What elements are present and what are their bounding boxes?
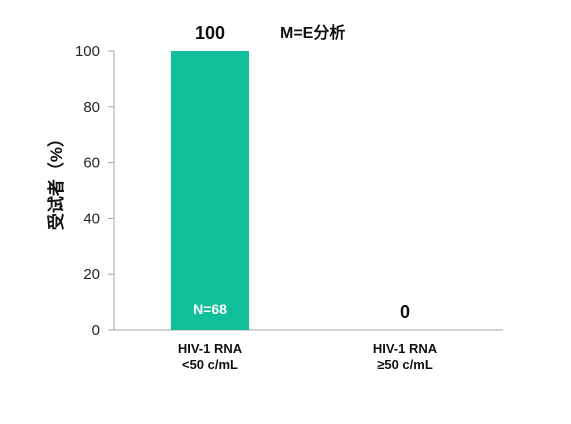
category-label: HIV-1 RNA bbox=[178, 341, 243, 356]
bar-annotation: N=68 bbox=[193, 301, 227, 317]
bar-value-label: 100 bbox=[195, 23, 225, 43]
y-tick-label: 80 bbox=[83, 99, 100, 116]
bar-value-label: 0 bbox=[400, 302, 410, 322]
category-label: ≥50 c/mL bbox=[377, 357, 433, 372]
bar-1 bbox=[171, 51, 249, 330]
y-tick-label: 100 bbox=[75, 43, 100, 60]
category-label: <50 c/mL bbox=[182, 357, 238, 372]
y-tick-label: 60 bbox=[83, 155, 100, 172]
y-axis-title: 受试者（%） bbox=[46, 130, 66, 230]
y-tick-label: 20 bbox=[83, 266, 100, 283]
category-label: HIV-1 RNA bbox=[373, 341, 438, 356]
y-tick-label: 40 bbox=[83, 210, 100, 227]
y-tick-label: 0 bbox=[92, 322, 100, 339]
chart-title: M=E分析 bbox=[280, 23, 345, 42]
